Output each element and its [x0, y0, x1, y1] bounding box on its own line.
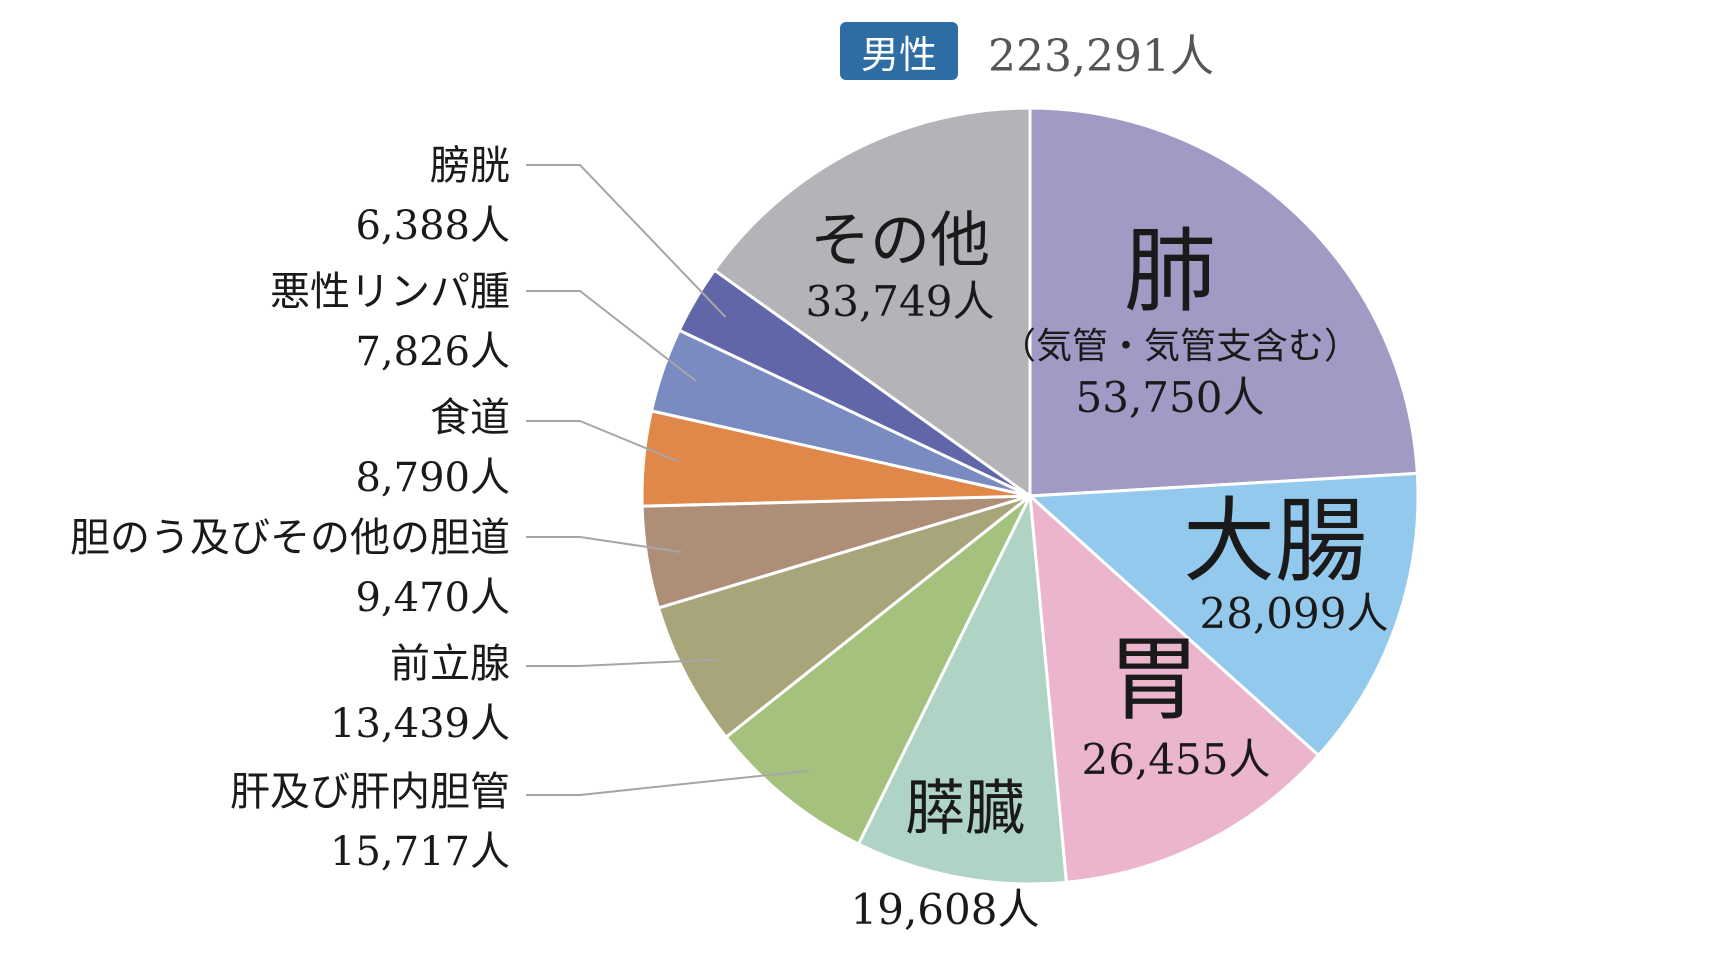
label-colon-value: 28,099人: [1199, 589, 1389, 638]
total-count: 223,291人: [988, 31, 1214, 82]
pie-slice-0: [1028, 106, 1419, 498]
label-gallbladder: 胆のう及びその他の胆道 9,470人: [70, 508, 510, 628]
pie-slice-2: [1028, 492, 1321, 884]
label-esophagus: 食道 8,790人: [355, 388, 510, 508]
label-other: その他 33,749人: [800, 206, 1000, 328]
leader-line-5: [526, 658, 718, 667]
label-gallbladder-name: 胆のう及びその他の胆道: [70, 515, 510, 561]
label-gallbladder-value: 9,470人: [355, 575, 510, 621]
gender-badge: 男性: [840, 22, 958, 80]
pie-slice-1: [1026, 471, 1420, 758]
label-lung-value: 53,750人: [1075, 373, 1265, 422]
label-stomach-value: 26,455人: [1081, 735, 1271, 784]
label-liver-value: 15,717人: [330, 829, 510, 875]
label-bladder: 膀胱 6,388人: [355, 136, 510, 256]
pie-slice-5: [656, 494, 1031, 740]
label-prostate-name: 前立腺: [390, 641, 510, 687]
label-lung: 肺 （気管・気管支含む） 53,750人: [1000, 218, 1360, 424]
label-colon: 大腸: [1160, 492, 1390, 592]
label-other-value: 33,749人: [805, 277, 995, 326]
pie-slice-3: [856, 490, 1069, 886]
leader-line-4: [526, 769, 809, 796]
label-stomach: 胃: [1074, 630, 1234, 730]
label-bladder-name: 膀胱: [430, 143, 510, 189]
label-lymphoma-value: 7,826人: [355, 329, 510, 375]
label-pancreas-value: 19,608人: [850, 885, 1040, 934]
leader-line-7: [526, 420, 679, 463]
label-lymphoma-name: 悪性リンパ腫: [270, 269, 510, 315]
label-other-name: その他: [810, 206, 990, 276]
label-prostate-value: 13,439人: [330, 701, 510, 747]
label-colon-name: 大腸: [1182, 488, 1367, 595]
label-prostate: 前立腺 13,439人: [330, 634, 510, 754]
label-esophagus-name: 食道: [430, 395, 510, 441]
label-lung-name: 肺: [1123, 218, 1216, 325]
leader-line-8: [526, 290, 697, 382]
leader-line-9: [526, 164, 727, 318]
label-liver-name: 肝及び肝内胆管: [230, 769, 510, 815]
pie-slice-4: [723, 494, 1032, 847]
label-pancreas: 膵臓: [905, 774, 1025, 844]
label-bladder-value: 6,388人: [355, 203, 510, 249]
label-stomach-name: 胃: [1107, 626, 1200, 733]
pie-slice-10: [712, 106, 1032, 499]
label-lung-sub: （気管・気管支含む）: [1000, 326, 1361, 367]
label-lymphoma: 悪性リンパ腫 7,826人: [270, 262, 510, 382]
label-esophagus-value: 8,790人: [355, 455, 510, 501]
label-liver: 肝及び肝内胆管 15,717人: [230, 762, 510, 882]
leader-line-6: [526, 536, 682, 554]
